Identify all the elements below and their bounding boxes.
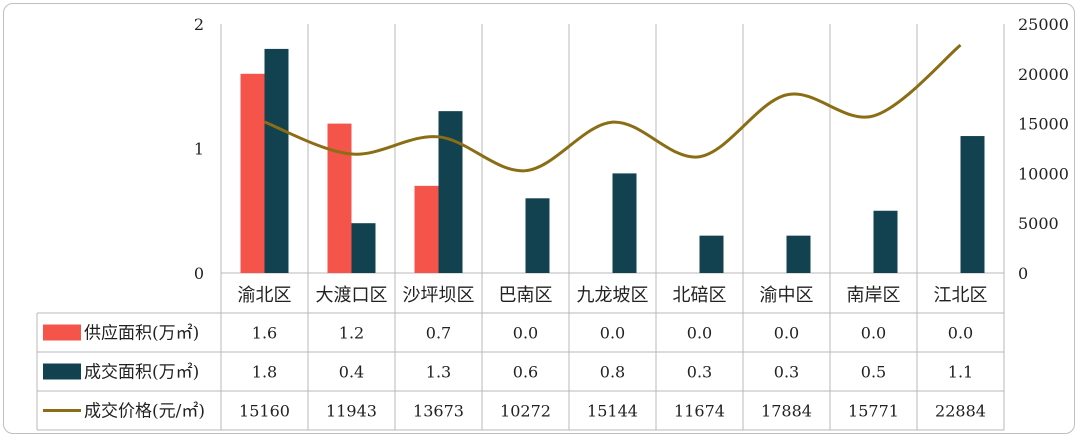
bar-supply [240, 73, 265, 273]
table-cell: 0.0 [513, 324, 538, 343]
table-cell: 17884 [761, 402, 812, 421]
bar-transaction [786, 235, 811, 273]
table-cell: 1.2 [339, 324, 364, 343]
table-cell: 0.4 [339, 363, 364, 382]
table-cell: 1.6 [252, 324, 277, 343]
category-label: 大渡口区 [316, 285, 388, 306]
legend-label: 成交面积(万㎡) [84, 363, 199, 383]
bar-supply [327, 123, 352, 273]
bar-transaction [699, 235, 724, 273]
bar-supply [414, 185, 439, 273]
bar-transaction [873, 210, 898, 273]
table-cell: 0.0 [774, 324, 799, 343]
table-cell: 0.0 [600, 324, 625, 343]
category-label: 南岸区 [847, 285, 901, 306]
category-label: 沙坪坝区 [403, 285, 475, 306]
y-right-tick-label: 5000 [1018, 214, 1059, 233]
category-label: 巴南区 [499, 285, 553, 306]
table-cell: 10272 [500, 402, 551, 421]
legend-label: 供应面积(万㎡) [84, 324, 199, 344]
y-left-tick-label: 2 [194, 15, 204, 34]
legend-label: 成交价格(元/㎡) [84, 402, 205, 422]
y-left-tick-label: 1 [194, 140, 204, 159]
table-cell: 0.0 [948, 324, 973, 343]
category-label: 九龙坡区 [577, 285, 649, 306]
table-cell: 1.8 [252, 363, 277, 382]
table-cell: 11943 [326, 402, 377, 421]
table-cell: 0.6 [513, 363, 538, 382]
table-cell: 11674 [674, 402, 725, 421]
bar-transaction [960, 136, 985, 273]
price-line [263, 43, 962, 173]
bar-transaction [525, 198, 550, 273]
table-cell: 1.1 [948, 363, 973, 382]
bar-transaction [264, 48, 289, 274]
legend-key-transaction [43, 363, 81, 380]
y-right-tick-label: 25000 [1018, 15, 1069, 34]
legend-key-supply [43, 324, 81, 341]
table-cell: 0.3 [774, 363, 799, 382]
y-right-tick-label: 0 [1018, 264, 1028, 283]
y-left-tick-label: 0 [194, 264, 204, 283]
y-right-tick-label: 20000 [1018, 65, 1069, 84]
category-label: 江北区 [934, 285, 988, 306]
table-cell: 15160 [239, 402, 290, 421]
table-cell: 0.7 [426, 324, 451, 343]
table-cell: 0.3 [687, 363, 712, 382]
table-cell: 0.0 [687, 324, 712, 343]
category-label: 渝中区 [760, 285, 814, 306]
table-cell: 15771 [848, 402, 899, 421]
table-cell: 22884 [935, 402, 986, 421]
table-cell: 0.8 [600, 363, 625, 382]
table-cell: 1.3 [426, 363, 451, 382]
category-label: 北碚区 [673, 285, 727, 306]
table-cell: 13673 [413, 402, 464, 421]
y-right-tick-label: 10000 [1018, 164, 1069, 183]
table-cell: 0.0 [861, 324, 886, 343]
bar-transaction [351, 223, 376, 273]
bar-transaction [438, 111, 463, 274]
table-cell: 15144 [587, 402, 638, 421]
y-right-tick-label: 15000 [1018, 115, 1069, 134]
category-label: 渝北区 [238, 285, 292, 306]
bar-transaction [612, 173, 637, 273]
table-cell: 0.5 [861, 363, 886, 382]
